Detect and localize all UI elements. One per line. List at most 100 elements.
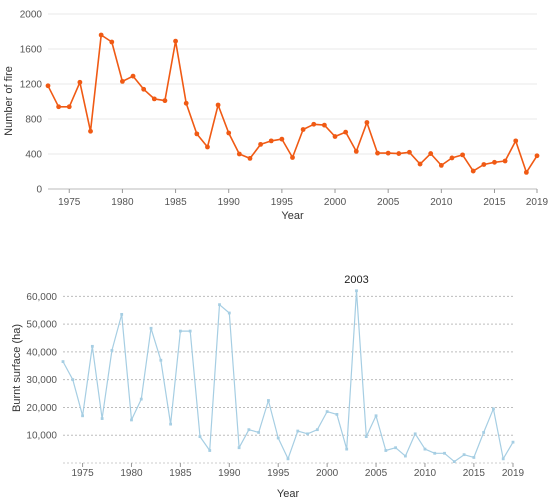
series-line [47, 34, 538, 174]
data-point [438, 162, 444, 168]
y-tick-label: 30,000 [26, 375, 57, 386]
y-tick-label: 800 [25, 115, 42, 126]
x-tick-label: 1985 [169, 468, 192, 479]
data-point [56, 104, 62, 110]
data-point [198, 435, 202, 439]
x-tick-label: 1980 [111, 197, 134, 208]
data-point [267, 399, 270, 402]
data-point [423, 447, 427, 451]
x-tick-label: 1985 [164, 197, 187, 208]
data-point [236, 151, 242, 157]
data-point [355, 289, 358, 293]
data-point [279, 136, 285, 142]
data-point [502, 158, 508, 164]
data-point [394, 446, 398, 450]
data-point [462, 453, 466, 457]
y-tick-label: 40,000 [26, 347, 57, 358]
x-tick-label: 1975 [58, 197, 81, 208]
data-point [345, 447, 349, 451]
data-point [413, 432, 417, 436]
data-point [45, 83, 51, 89]
x-tick-label: 1990 [218, 197, 241, 208]
data-point [88, 128, 93, 134]
x-tick-label: 2015 [483, 197, 506, 208]
y-axis-title: Number of fire [3, 66, 15, 136]
data-point [311, 121, 317, 127]
data-point [443, 451, 446, 455]
data-point [247, 428, 251, 432]
data-point [523, 169, 529, 175]
y-tick-label: 400 [25, 150, 42, 161]
x-tick-label: 1995 [267, 468, 290, 479]
data-point [452, 460, 456, 464]
data-point [290, 155, 295, 160]
data-point [403, 454, 407, 458]
data-point [77, 79, 83, 85]
data-point [90, 344, 94, 348]
data-point [481, 162, 487, 167]
data-point [396, 151, 402, 156]
series-line [62, 290, 514, 463]
x-tick-label: 2019 [526, 197, 549, 208]
data-point [296, 429, 300, 433]
data-point [188, 329, 192, 333]
data-point [335, 412, 339, 416]
data-point [120, 78, 125, 84]
data-point [321, 122, 327, 128]
data-point [449, 155, 455, 161]
data-point [247, 155, 253, 161]
data-point [325, 410, 329, 414]
data-point [407, 149, 412, 155]
data-point [183, 100, 189, 106]
data-point [159, 358, 163, 362]
x-tick-label: 2015 [463, 468, 486, 479]
data-point [385, 150, 391, 156]
y-axis-title: Burnt surface (ha) [11, 324, 23, 412]
data-point [511, 440, 515, 444]
y-tick-label: 50,000 [26, 320, 57, 331]
data-point [109, 39, 115, 45]
data-point [194, 131, 200, 137]
y-tick-label: 60,000 [26, 292, 57, 303]
data-point [169, 422, 173, 426]
data-point [364, 435, 368, 439]
data-point [162, 98, 168, 104]
data-point [492, 159, 497, 165]
data-point [61, 360, 65, 364]
data-point [98, 32, 104, 38]
data-point [100, 417, 104, 420]
x-tick-label: 2005 [377, 197, 400, 208]
y-tick-label: 1600 [20, 45, 43, 56]
x-tick-label: 1980 [120, 468, 143, 479]
data-point [71, 378, 75, 382]
x-tick-label: 1995 [271, 197, 294, 208]
x-tick-label: 2000 [316, 468, 339, 479]
data-point [492, 407, 495, 411]
x-tick-label: 2005 [365, 468, 388, 479]
data-point [374, 414, 378, 418]
y-tick-label: 1200 [20, 80, 43, 91]
data-point [332, 134, 338, 139]
data-point [120, 312, 124, 316]
data-point [315, 428, 319, 432]
data-point [257, 431, 261, 434]
data-point [258, 141, 264, 147]
y-tick-label: 10,000 [26, 431, 57, 442]
data-point [268, 138, 274, 144]
data-point [151, 96, 157, 102]
data-point [306, 432, 309, 436]
data-point [286, 457, 290, 461]
fire-count-chart: 0 400 800 1200 1600 2000 1975 1980 1985 1990 1995 2… [3, 10, 549, 223]
data-point [384, 449, 388, 452]
data-point [237, 446, 241, 450]
data-point [300, 127, 306, 132]
data-point [428, 151, 434, 156]
data-point [472, 456, 476, 459]
data-point [178, 329, 182, 333]
data-point [66, 104, 72, 110]
data-point [364, 120, 370, 125]
x-tick-label: 2000 [324, 197, 347, 208]
peak-annotation: 2003 [344, 274, 368, 286]
data-point [205, 144, 210, 150]
